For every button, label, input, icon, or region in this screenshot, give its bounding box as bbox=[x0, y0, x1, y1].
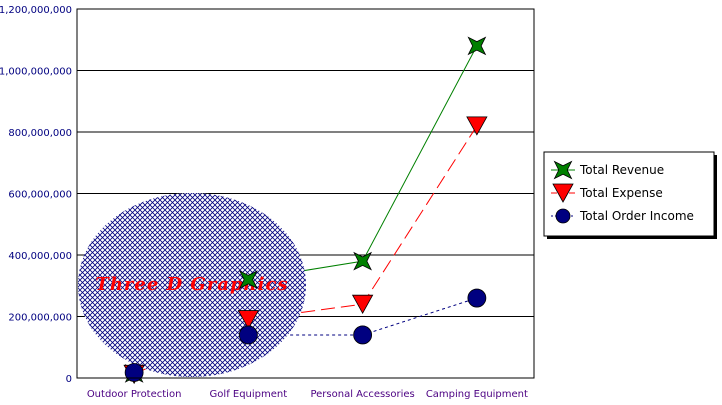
legend-label: Total Revenue bbox=[579, 163, 664, 177]
series-point bbox=[466, 116, 488, 136]
x-axis-tick-labels: Outdoor Protection Golf Equipment Personal… bbox=[87, 389, 528, 400]
plot-area-frame bbox=[76, 8, 535, 379]
legend-box bbox=[543, 151, 715, 237]
x-tick-label: Camping Equipment bbox=[426, 389, 528, 400]
series-point bbox=[237, 310, 260, 330]
y-tick-label: 0 bbox=[66, 374, 72, 385]
legend: Total Revenue Total Expense Total Order In… bbox=[543, 151, 717, 239]
y-tick-label: 400,000,000 bbox=[8, 251, 72, 262]
three-d-graphics-watermark: Three D Graphics bbox=[78, 193, 306, 377]
y-tick-label: 1,200,000,000 bbox=[0, 5, 72, 16]
series-point bbox=[467, 288, 487, 308]
series-point bbox=[238, 325, 258, 345]
x-tick-label: Golf Equipment bbox=[210, 389, 288, 400]
legend-label: Total Order Income bbox=[579, 209, 694, 223]
series-markers bbox=[123, 36, 488, 385]
legend-label: Total Expense bbox=[579, 186, 663, 200]
y-axis-tick-labels: 0 200,000,000 400,000,000 600,000,000 800,00… bbox=[0, 5, 72, 385]
y-tick-label: 200,000,000 bbox=[8, 313, 72, 324]
series-point bbox=[351, 294, 374, 315]
legend-marker bbox=[552, 183, 574, 203]
x-tick-label: Outdoor Protection bbox=[87, 389, 182, 400]
series-point bbox=[238, 270, 258, 289]
series-point bbox=[467, 36, 487, 56]
x-tick-label: Personal Accessories bbox=[310, 389, 414, 400]
series-point bbox=[353, 251, 373, 271]
y-tick-label: 800,000,000 bbox=[8, 128, 72, 139]
watermark-text: Three D Graphics bbox=[95, 274, 288, 295]
legend-marker bbox=[555, 208, 571, 224]
legend-marker bbox=[553, 160, 573, 180]
series-point bbox=[124, 363, 144, 382]
y-tick-label: 600,000,000 bbox=[8, 190, 72, 201]
y-tick-label: 1,000,000,000 bbox=[0, 67, 72, 78]
series-point bbox=[353, 325, 373, 345]
